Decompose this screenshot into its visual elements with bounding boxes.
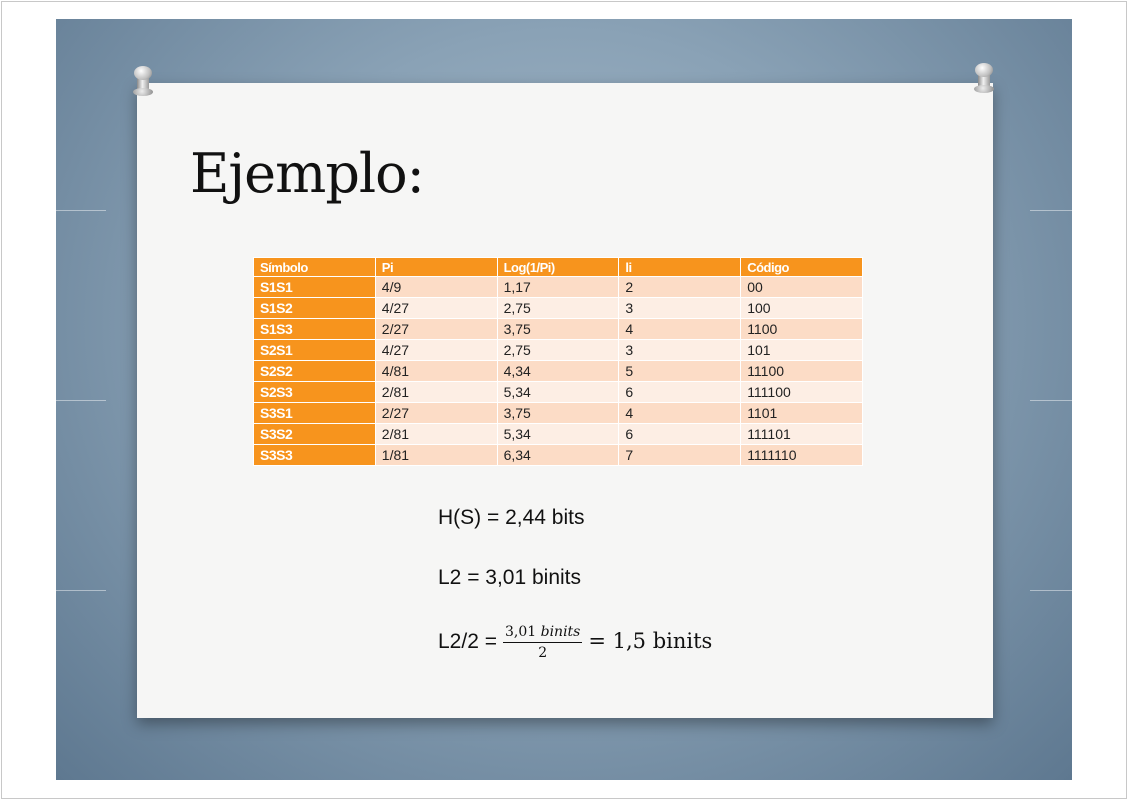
table-cell: 2,75	[496, 297, 620, 319]
column-header: Símbolo	[253, 257, 376, 277]
table-cell: 1101	[740, 402, 863, 424]
table-row: S1S1 4/9 1,17 2 00	[253, 276, 863, 298]
table-row: S3S2 2/81 5,34 6 111101	[253, 423, 863, 445]
table-cell: S1S2	[253, 297, 376, 319]
table-row: S1S2 4/27 2,75 3 100	[253, 297, 863, 319]
table-cell: 5,34	[496, 423, 620, 445]
table-row: S2S2 4/81 4,34 5 11100	[253, 360, 863, 382]
table-cell: 2	[618, 276, 742, 298]
pushpin-icon	[973, 63, 995, 93]
column-header: Pi	[374, 257, 498, 277]
pushpin-icon	[132, 66, 154, 96]
decor-line	[1030, 210, 1072, 211]
table-header-row: Símbolo Pi Log(1/Pi) li Código	[253, 257, 863, 277]
table-cell: S2S2	[253, 360, 376, 382]
column-header: li	[618, 257, 742, 277]
table-cell: 5	[618, 360, 742, 382]
table-row: S2S1 4/27 2,75 3 101	[253, 339, 863, 361]
table-cell: 2,75	[496, 339, 620, 361]
table-cell: 4/9	[374, 276, 498, 298]
table-cell: 2/27	[374, 318, 498, 340]
table-cell: S1S1	[253, 276, 376, 298]
column-header: Código	[740, 257, 863, 277]
table-cell: 100	[740, 297, 863, 319]
slide-title: Ejemplo:	[190, 142, 425, 205]
table-cell: 101	[740, 339, 863, 361]
table-cell: 1,17	[496, 276, 620, 298]
numerator-unit: binits	[540, 624, 581, 640]
table-cell: S2S1	[253, 339, 376, 361]
fraction-denominator: 2	[538, 645, 548, 661]
table-cell: 1111110	[740, 444, 863, 466]
decor-line	[56, 400, 106, 401]
table-cell: 4/27	[374, 339, 498, 361]
table-cell: 00	[740, 276, 863, 298]
table-cell: 1100	[740, 318, 863, 340]
table-cell: S3S1	[253, 402, 376, 424]
table-cell: 4	[618, 318, 742, 340]
column-header: Log(1/Pi)	[496, 257, 620, 277]
table-row: S2S3 2/81 5,34 6 111100	[253, 381, 863, 403]
table-cell: 3	[618, 339, 742, 361]
table-cell: 6,34	[496, 444, 620, 466]
fraction: 3,01 binits 2	[502, 624, 583, 661]
decor-line	[1030, 400, 1072, 401]
table-cell: 2/81	[374, 381, 498, 403]
table-cell: 3,75	[496, 318, 620, 340]
l2-half-lhs: L2/2 =	[438, 630, 497, 654]
table-cell: 2/81	[374, 423, 498, 445]
code-table: Símbolo Pi Log(1/Pi) li Código S1S1 4/9 1,17 2 0…	[253, 257, 863, 466]
table-cell: S1S3	[253, 318, 376, 340]
table-cell: 4	[618, 402, 742, 424]
table-cell: S2S3	[253, 381, 376, 403]
table-cell: 6	[618, 381, 742, 403]
table-cell: 111100	[740, 381, 863, 403]
table-row: S3S1 2/27 3,75 4 1101	[253, 402, 863, 424]
decor-line	[56, 590, 106, 591]
table-cell: 111101	[740, 423, 863, 445]
numerator-value: 3,01	[504, 624, 537, 640]
table-cell: 3,75	[496, 402, 620, 424]
l2-half-equation: L2/2 = 3,01 binits 2 = 1,5 binits	[438, 624, 712, 661]
table-row: S1S3 2/27 3,75 4 1100	[253, 318, 863, 340]
table-cell: 4/81	[374, 360, 498, 382]
table-cell: 11100	[740, 360, 863, 382]
decor-line	[56, 210, 106, 211]
table-cell: 4/27	[374, 297, 498, 319]
table-row: S3S3 1/81 6,34 7 1111110	[253, 444, 863, 466]
table-cell: S3S3	[253, 444, 376, 466]
table-cell: 6	[618, 423, 742, 445]
l2-equation: L2 = 3,01 binits	[438, 566, 582, 589]
table-cell: S3S2	[253, 423, 376, 445]
table-cell: 3	[618, 297, 742, 319]
l2-half-rhs: = 1,5 binits	[588, 629, 713, 654]
decor-line	[1030, 590, 1072, 591]
table-cell: 2/27	[374, 402, 498, 424]
table-cell: 5,34	[496, 381, 620, 403]
table-cell: 4,34	[496, 360, 620, 382]
table-cell: 1/81	[374, 444, 498, 466]
entropy-equation: H(S) = 2,44 bits	[438, 506, 585, 529]
table-cell: 7	[618, 444, 742, 466]
fraction-numerator: 3,01 binits	[502, 624, 583, 643]
